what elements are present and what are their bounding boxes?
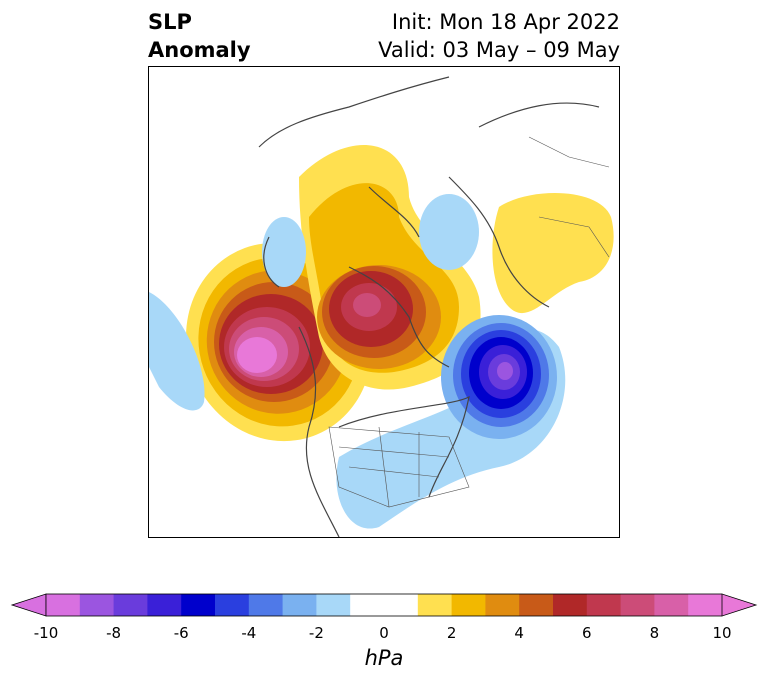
colorbar-extend-min: [10, 593, 47, 617]
title-variable: SLP: [148, 10, 192, 34]
plot-title: SLP Anomaly: [148, 8, 251, 64]
colorbar-segment: [215, 594, 250, 616]
colorbar-segment: [46, 594, 81, 616]
colorbar-tick-label: 10: [712, 624, 732, 642]
colorbar-segment: [688, 594, 723, 616]
colorbar-extend-max: [721, 593, 758, 617]
colorbar-segment: [316, 594, 351, 616]
colorbar-tick-label: 2: [446, 624, 457, 642]
colorbar-segment: [553, 594, 588, 616]
negative-anomaly-scandinavia: [419, 194, 479, 270]
colorbar-frame: [45, 593, 723, 617]
init-date: Init: Mon 18 Apr 2022: [391, 10, 620, 34]
positive-anomaly-arctic: [299, 144, 481, 390]
colorbar-segment: [451, 594, 486, 616]
colorbar-segment: [147, 594, 182, 616]
colorbar-segment: [248, 594, 284, 616]
coastlines: [258, 76, 600, 537]
colorbar-segment: [485, 594, 520, 616]
title-kind: Anomaly: [148, 38, 251, 62]
colorbar-tick-label: -2: [308, 624, 324, 642]
colorbar-segment: [384, 594, 419, 616]
negative-anomaly-northwest: [262, 217, 306, 287]
colorbar-tick-label: 0: [379, 624, 389, 642]
colorbar-tick-label: -4: [241, 624, 257, 642]
colorbar-tick-label: -6: [173, 624, 189, 642]
colorbar-segment: [654, 594, 689, 616]
colorbar-segment: [620, 594, 655, 616]
plot-dates: Init: Mon 18 Apr 2022 Valid: 03 May – 09…: [378, 8, 620, 64]
colorbar-tick-label: 4: [514, 624, 524, 642]
colorbar-tick-label: -10: [33, 624, 59, 642]
positive-anomaly-europe: [492, 193, 614, 314]
colorbar: [10, 593, 758, 617]
colorbar-units: hPa: [364, 646, 404, 670]
colorbar-tick-label: 6: [582, 624, 592, 642]
colorbar-segment: [181, 594, 216, 616]
colorbar-segment: [282, 594, 317, 616]
positive-anomaly-northeast-pacific: [186, 242, 372, 442]
valid-range: Valid: 03 May – 09 May: [378, 38, 620, 62]
negative-anomaly-north-atlantic: [336, 315, 566, 529]
colorbar-tick-label: -8: [106, 624, 122, 642]
colorbar-segment: [79, 594, 115, 616]
colorbar-segment: [417, 594, 453, 616]
colorbar-segment: [586, 594, 622, 616]
colorbar-segment: [113, 594, 148, 616]
borders: [328, 136, 610, 508]
map-canvas: [149, 76, 614, 537]
colorbar-segment: [350, 594, 385, 616]
negative-anomaly-west-edge: [149, 292, 205, 411]
colorbar-tick-label: 8: [649, 624, 660, 642]
anomaly-map: [148, 66, 620, 538]
colorbar-segment: [519, 594, 554, 616]
